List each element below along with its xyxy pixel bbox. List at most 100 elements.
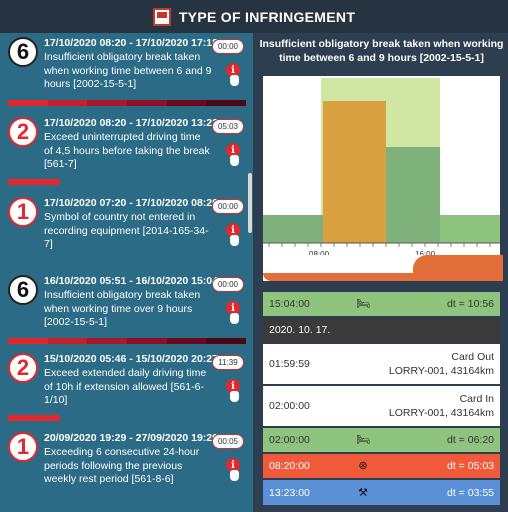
infringement-date-range: 17/10/2020 07:20 - 17/10/2020 08:20 (44, 197, 218, 209)
severity-bar-segment (127, 338, 167, 344)
severity-bar-segment (8, 179, 34, 185)
infringement-description: Insufficient obligatory break taken when… (44, 51, 212, 90)
date-separator: 2020. 10. 17. (269, 324, 331, 336)
hand-pointer-icon (230, 235, 239, 246)
info-icon[interactable]: i (226, 379, 240, 393)
row-event: Card Out LORRY-001, 43164km (389, 350, 494, 378)
chart-bar-orange (323, 101, 386, 243)
infringement-description: Insufficient obligatory break taken when… (44, 289, 201, 328)
activity-row: 02:00:00 Card In LORRY-001, 43164km (263, 386, 500, 426)
infringement-date-range: 17/10/2020 08:20 - 17/10/2020 13:23 (44, 117, 218, 129)
infringement-detail-panel: Insufficient obligatory break taken when… (255, 33, 508, 512)
chart-bar-green (384, 147, 440, 243)
infringement-date-range: 17/10/2020 08:20 - 17/10/2020 17:18 (44, 37, 218, 49)
severity-badge: 1 (8, 197, 38, 227)
duration-badge: 00:00 (212, 277, 244, 292)
chart-ticks (268, 243, 491, 247)
severity-bar-segment (47, 100, 88, 106)
hand-pointer-icon (230, 155, 239, 166)
activity-row: 08:20:00 ⊛ dt = 05:03 (263, 454, 500, 478)
infringement-date-range: 20/09/2020 19:29 - 27/09/2020 19:29 (44, 432, 218, 444)
event-vehicle: LORRY-001, 43164km (388, 407, 494, 419)
activity-row: 02:00:00 🛏 dt = 06:20 (263, 428, 500, 452)
infringement-description: Symbol of country not entered in recordi… (44, 211, 209, 250)
infringement-date-range: 15/10/2020 05:46 - 15/10/2020 20:27 (44, 353, 218, 365)
severity-badge: 2 (8, 117, 38, 147)
infringement-item[interactable]: 6 16/10/2020 05:51 - 16/10/2020 15:04 In… (0, 271, 253, 351)
severity-bar-segment (166, 100, 207, 106)
row-time: 02:00:00 (269, 434, 310, 446)
activity-row: 13:23:00 ⚒ dt = 03:55 (263, 480, 500, 505)
severity-bar-segment (34, 179, 60, 185)
event-type: Card Out (451, 351, 494, 363)
timeline-orange-line (263, 273, 500, 281)
infringement-description: Exceeding 6 consecutive 24-hour periods … (44, 446, 200, 485)
activity-table: 15:04:00 🛏 dt = 10:56 2020. 10. 17. 01:59:… (263, 292, 500, 507)
severity-bar-segment (206, 338, 246, 344)
hand-pointer-icon (230, 313, 239, 324)
severity-badge: 2 (8, 353, 38, 383)
severity-bar-segment (127, 100, 167, 106)
row-time: 08:20:00 (269, 460, 310, 472)
infringement-description: Exceed uninterrupted driving time of 4,5… (44, 131, 210, 170)
list-scrollbar[interactable] (248, 173, 252, 233)
infringement-item[interactable]: 1 20/09/2020 19:29 - 27/09/2020 19:29 Ex… (0, 428, 253, 508)
severity-bar-segment (8, 338, 48, 344)
duration-badge: 00:00 (212, 199, 244, 214)
bed-icon: 🛏 (356, 298, 370, 310)
infringement-item[interactable]: 2 15/10/2020 05:46 - 15/10/2020 20:27 Ex… (0, 349, 253, 429)
tick-label-0800: 08:00 (309, 250, 330, 259)
severity-bar-segment (166, 338, 207, 344)
row-duration: dt = 06:20 (447, 434, 494, 446)
page-title: TYPE OF INFRINGEMENT (178, 8, 356, 25)
severity-badge: 6 (8, 37, 38, 67)
detail-title: Insufficient obligatory break taken when… (259, 38, 504, 64)
activity-row: 15:04:00 🛏 dt = 10:56 (263, 292, 500, 316)
app-logo-icon (152, 7, 171, 26)
infringement-item[interactable]: 1 17/10/2020 07:20 - 17/10/2020 08:20 Sy… (0, 193, 253, 273)
activity-chart: 08:00 16:00 (263, 76, 500, 281)
infringement-list[interactable]: 6 17/10/2020 08:20 - 17/10/2020 17:18 In… (0, 33, 253, 512)
duration-badge: 00:05 (212, 434, 244, 449)
event-type: Card In (459, 393, 494, 405)
infringement-item[interactable]: 6 17/10/2020 08:20 - 17/10/2020 17:18 In… (0, 33, 253, 113)
duration-badge: 11:39 (212, 355, 244, 370)
activity-row: 2020. 10. 17. (263, 318, 500, 342)
severity-bar-segment (8, 415, 34, 421)
duration-badge: 05:03 (212, 119, 244, 134)
chart-bar-lightgreen-right (440, 215, 500, 243)
event-vehicle: LORRY-001, 43164km (388, 365, 494, 377)
row-time: 01:59:59 (269, 358, 310, 370)
hand-pointer-icon (230, 391, 239, 402)
row-time: 02:00:00 (269, 400, 310, 412)
activity-chart-svg: 08:00 16:00 (263, 78, 500, 259)
severity-bar-segment (87, 100, 127, 106)
infringement-item[interactable]: 2 17/10/2020 08:20 - 17/10/2020 13:23 Ex… (0, 113, 253, 193)
row-duration: dt = 10:56 (447, 298, 494, 310)
severity-badge: 6 (8, 275, 38, 305)
severity-badge: 1 (8, 432, 38, 462)
info-icon[interactable]: i (226, 301, 240, 315)
severity-bar-segment (206, 100, 246, 106)
info-icon[interactable]: i (226, 63, 240, 77)
info-icon[interactable]: i (226, 143, 240, 157)
activity-row: 01:59:59 Card Out LORRY-001, 43164km (263, 344, 500, 384)
hand-pointer-icon (230, 470, 239, 481)
row-duration: dt = 03:55 (447, 486, 494, 499)
duration-badge: 00:00 (212, 39, 244, 54)
row-event: Card In LORRY-001, 43164km (389, 392, 494, 420)
infringement-description: Exceed extended daily driving time of 10… (44, 367, 207, 406)
row-time: 15:04:00 (269, 298, 310, 310)
title-bar: TYPE OF INFRINGEMENT (0, 0, 508, 33)
hand-pointer-icon (230, 75, 239, 86)
severity-bar-segment (87, 338, 127, 344)
info-icon[interactable]: i (226, 458, 240, 472)
tick-label-1600: 16:00 (415, 250, 436, 259)
chart-timeline-strip (263, 255, 503, 281)
severity-bar-segment (8, 100, 48, 106)
info-icon[interactable]: i (226, 223, 240, 237)
row-duration: dt = 05:03 (447, 460, 494, 472)
severity-bar-segment (47, 338, 88, 344)
hammers-icon: ⚒ (358, 486, 368, 499)
row-time: 13:23:00 (269, 486, 310, 499)
